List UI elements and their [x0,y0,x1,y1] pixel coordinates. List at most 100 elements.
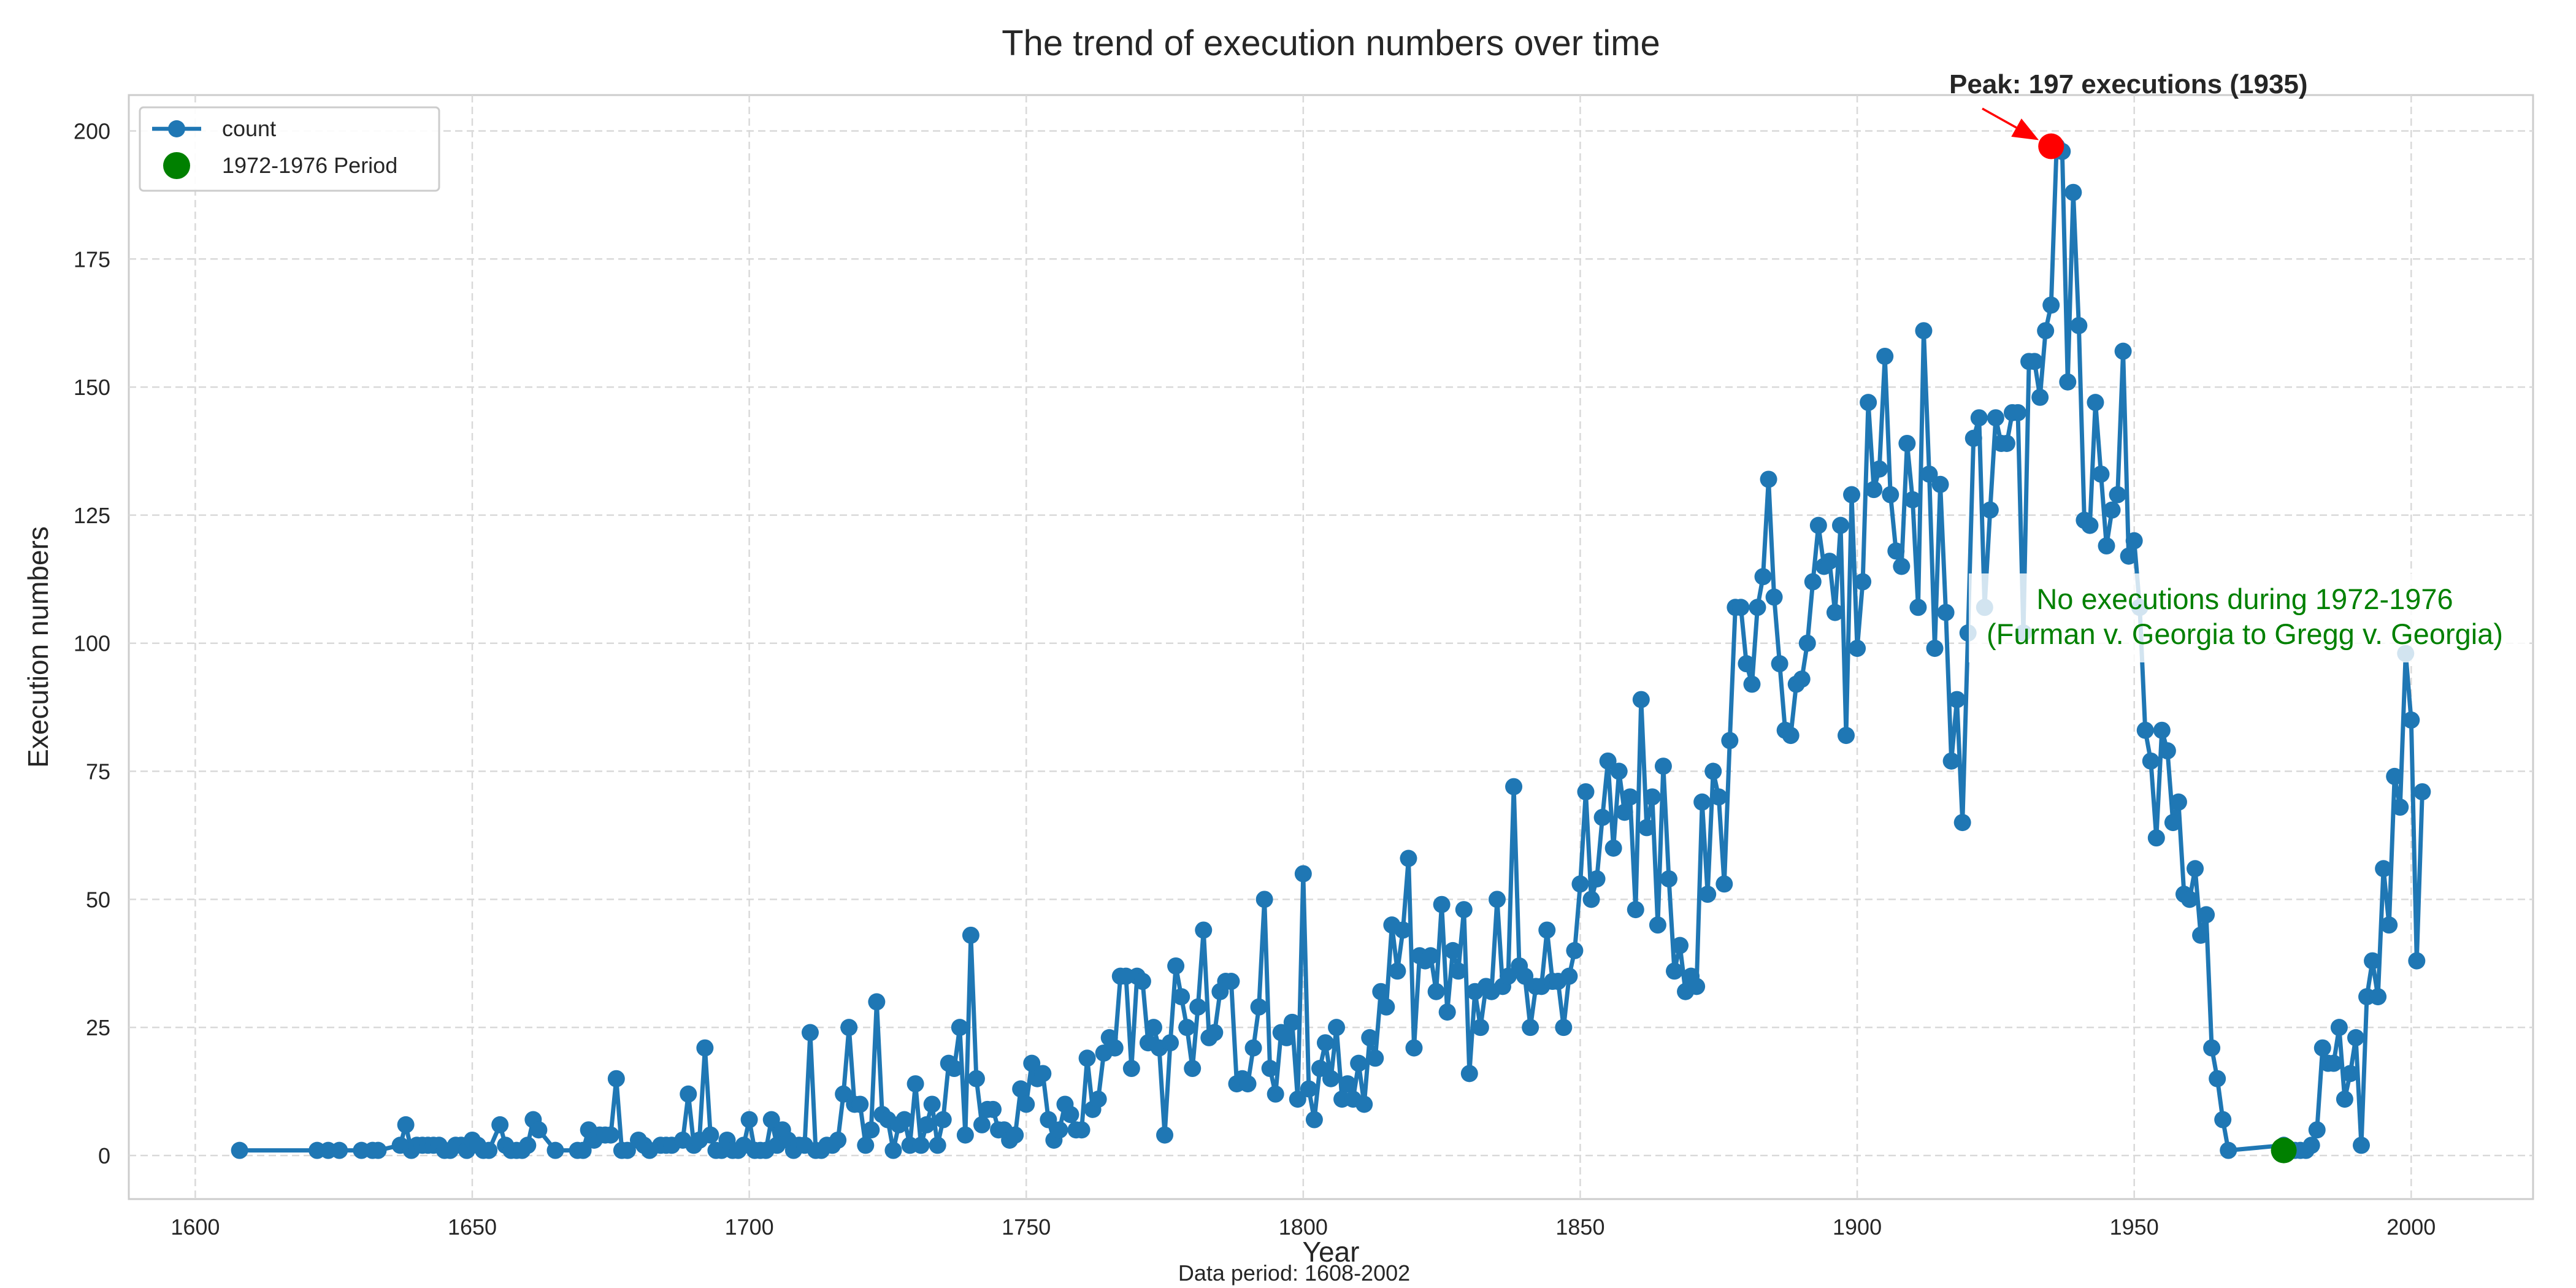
data-point [1433,895,1451,913]
data-point [1350,1054,1368,1072]
footer-note: Data period: 1608-2002 [1178,1260,1410,1286]
y-tick-label: 100 [74,631,110,656]
y-tick-label: 0 [98,1143,110,1168]
data-point [2302,1137,2320,1154]
data-point [1283,1013,1301,1031]
data-point [1571,875,1589,893]
data-point [1688,978,1706,995]
data-point [2369,988,2387,1006]
data-point [1953,814,1971,832]
data-point [1156,1126,1174,1144]
data-point [2125,532,2143,550]
peak-arrow-head [2011,118,2039,140]
data-point [1782,727,1800,745]
x-tick-label: 1650 [448,1214,497,1240]
data-point [1311,1060,1328,1078]
data-point [1981,501,1999,519]
note-box [1969,573,2527,662]
data-point [1244,1039,1262,1057]
data-point [1970,409,1988,427]
y-tick-label: 175 [74,247,110,272]
data-point [2330,1019,2348,1037]
data-point [2064,183,2082,201]
data-point [1034,1065,1052,1083]
data-point [397,1116,415,1133]
note-line-1: No executions during 1972-1976 [2036,583,2453,615]
data-point [2109,486,2126,504]
y-tick-label: 200 [74,118,110,144]
y-tick-label: 150 [74,375,110,400]
data-point [1322,1070,1340,1087]
data-point [1073,1121,1091,1139]
data-point [1367,1049,1384,1067]
data-point [868,993,886,1011]
data-point [1887,542,1905,560]
data-point [1760,470,1777,488]
data-point [331,1141,348,1159]
data-point [1294,865,1312,883]
data-point [1222,973,1240,991]
data-point [857,1137,875,1154]
data-point [2380,916,2398,934]
data-point [1909,599,1927,616]
legend-box [139,106,440,192]
data-point [1882,486,1899,504]
data-point [1444,941,1462,959]
data-point [951,1019,968,1037]
data-point [829,1131,847,1149]
legend-label-count: count [222,116,276,141]
data-point [1460,1065,1478,1083]
data-point [1998,434,2015,452]
data-point [740,1111,758,1129]
data-point [2336,1091,2353,1108]
data-point [918,1116,935,1133]
legend-special-icon [163,152,190,179]
data-point [1754,568,1772,586]
data-point [1965,429,1982,447]
data-point [2187,860,2204,878]
data-point [1743,675,1761,693]
data-point [1372,983,1390,1000]
data-point [1793,670,1811,688]
data-point [1438,1003,1456,1021]
data-point [2070,316,2088,334]
data-point [2391,799,2409,816]
data-point [934,1111,952,1129]
data-point [1749,599,1766,616]
data-point [1738,655,1755,673]
data-point [1710,788,1728,806]
data-point [907,1075,924,1093]
data-point [1987,409,2004,427]
data-point [1500,967,1517,985]
data-point [1843,486,1861,504]
data-point [1522,1019,1539,1037]
data-point [1144,1019,1162,1037]
data-point [1012,1080,1030,1098]
data-point [2408,952,2426,970]
data-point [1378,998,1395,1016]
data-point [1051,1121,1068,1139]
series-count-points [231,137,2431,1159]
data-point [1162,1034,1179,1052]
data-point [702,1126,719,1144]
data-point [1106,1039,1124,1057]
data-point [1289,1091,1306,1108]
y-tick-label: 50 [86,887,110,912]
x-tick-label: 2000 [2386,1214,2436,1240]
data-point [1560,967,1578,985]
data-point [2026,353,2044,370]
data-point [1239,1075,1257,1093]
data-point [2142,752,2160,770]
data-point [1798,634,1816,652]
data-point [895,1111,913,1129]
data-point [984,1100,1002,1118]
data-point [1809,516,1827,534]
legend-marker-icon [168,120,185,137]
data-point [1732,599,1750,616]
data-point [801,1024,819,1041]
data-point [1355,1095,1373,1113]
data-point [1471,1019,1489,1037]
x-tick-label: 1700 [725,1214,774,1240]
data-point [2114,342,2132,360]
data-point [2198,906,2215,924]
